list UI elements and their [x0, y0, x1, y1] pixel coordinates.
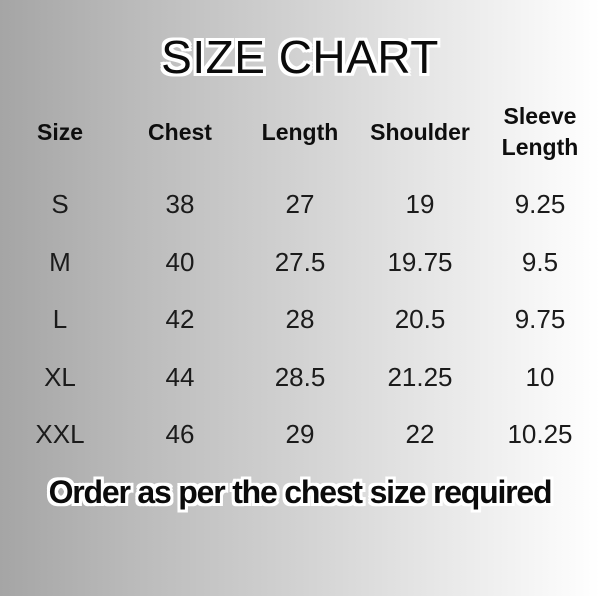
- table-row-m: M 40 27.5 19.75 9.5: [0, 234, 600, 292]
- cell-shoulder: 20.5: [394, 304, 446, 335]
- cell-length: 28.5: [274, 361, 326, 392]
- footer-note: Order as per the chest size required: [48, 473, 553, 510]
- table-row-s: S 38 27 19 9.25: [0, 176, 600, 234]
- cell-size: XXL: [35, 419, 85, 450]
- cell-chest: 46: [165, 419, 195, 450]
- table-row-xxl: XXL 46 29 22 10.25: [0, 406, 600, 464]
- cell-shoulder: 19.75: [387, 246, 453, 277]
- cell-length: 29: [285, 419, 315, 450]
- cell-sleeve-length: 10.25: [507, 419, 573, 450]
- cell-sleeve-length: 9.25: [514, 189, 566, 220]
- column-header-shoulder: Shoulder: [370, 118, 470, 145]
- cell-chest: 44: [165, 361, 195, 392]
- cell-chest: 42: [165, 304, 195, 335]
- table-header-row: Size Chest Length Shoulder Sleeve Length: [0, 96, 600, 168]
- column-header-chest: Chest: [148, 118, 212, 145]
- table-row-l: L 42 28 20.5 9.75: [0, 291, 600, 349]
- column-header-size: Size: [36, 118, 84, 145]
- cell-chest: 38: [165, 189, 195, 220]
- cell-chest: 40: [165, 246, 195, 277]
- cell-sleeve-length: 9.75: [514, 304, 566, 335]
- table-row-xl: XL 44 28.5 21.25 10: [0, 349, 600, 407]
- table-body: S 38 27 19 9.25 M 40 27.5 19.75 9.5 L 42…: [0, 176, 600, 464]
- cell-length: 27: [285, 189, 315, 220]
- cell-size: S: [51, 189, 69, 220]
- cell-shoulder: 21.25: [387, 361, 453, 392]
- cell-size: XL: [44, 361, 76, 392]
- cell-sleeve-length: 9.5: [521, 246, 559, 277]
- cell-size: L: [52, 304, 68, 335]
- cell-size: M: [49, 246, 71, 277]
- cell-shoulder: 22: [405, 419, 435, 450]
- cell-length: 28: [285, 304, 315, 335]
- cell-sleeve-length: 10: [525, 361, 555, 392]
- column-header-length: Length: [261, 118, 339, 145]
- cell-length: 27.5: [274, 246, 326, 277]
- column-header-sleeve-length: Sleeve Length: [501, 103, 579, 160]
- cell-shoulder: 19: [405, 189, 435, 220]
- page-title: SIZE CHART: [161, 31, 439, 83]
